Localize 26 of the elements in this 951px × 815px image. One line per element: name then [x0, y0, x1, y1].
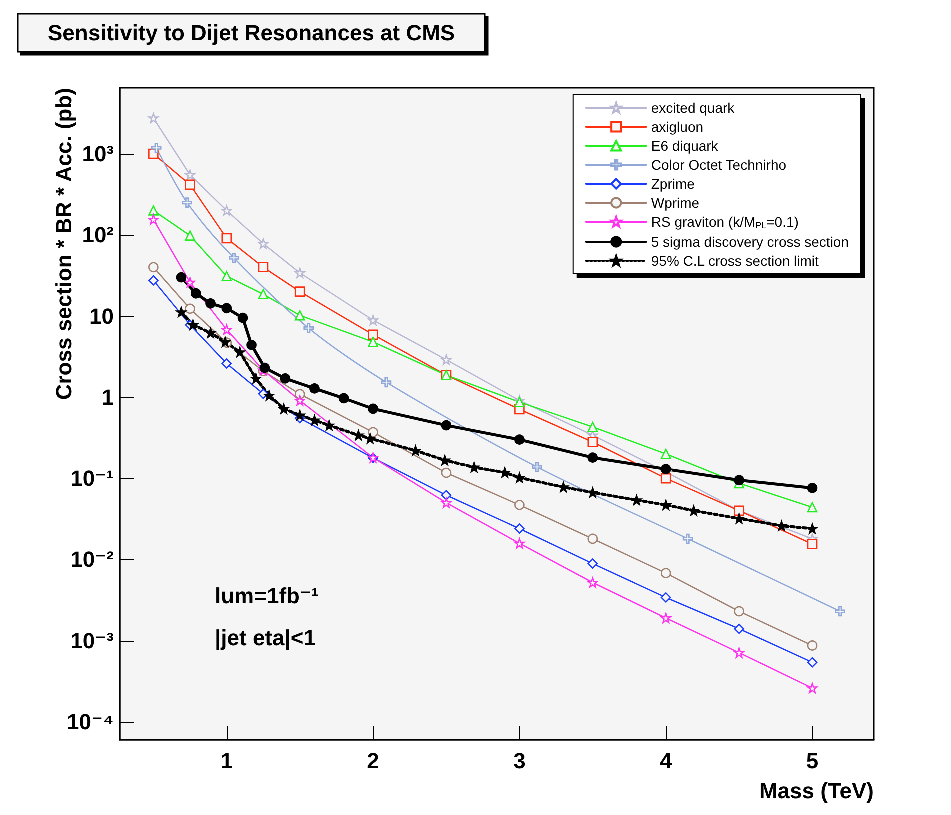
y-tick-label: 1 [102, 384, 114, 410]
legend-label: Color Octet Technirho [651, 157, 787, 173]
y-tick-label: 10⁻¹ [70, 466, 114, 492]
annotation: lum=1fb⁻¹ [215, 584, 319, 608]
y-tick-label: 10² [82, 222, 114, 248]
legend-label: excited quark [651, 100, 736, 116]
x-tick-label: 2 [367, 748, 380, 774]
legend-label: Wprime [651, 195, 700, 211]
x-axis-title: Mass (TeV) [759, 778, 874, 804]
y-tick-label: 10⁻⁴ [67, 710, 114, 734]
x-tick-label: 1 [220, 748, 234, 774]
x-tick-label: 4 [660, 748, 673, 774]
legend-label: Zprime [651, 176, 696, 192]
legend-label: 5 sigma discovery cross section [651, 234, 850, 250]
y-axis-title: Cross section * BR * Acc. (pb) [52, 88, 76, 400]
x-tick-label: 3 [514, 748, 526, 774]
legend-label: E6 diquark [651, 138, 720, 154]
y-tick-label: 10 [90, 304, 114, 329]
legend-label: axigluon [651, 119, 704, 135]
y-tick-label: 10⁻³ [70, 628, 114, 654]
x-tick-label: 5 [806, 748, 819, 774]
y-tick-label: 10³ [82, 141, 114, 166]
y-tick-label: 10⁻² [70, 547, 114, 572]
annotation: |jet eta|<1 [215, 626, 316, 650]
chart-title: Sensitivity to Dijet Resonances at CMS [48, 20, 456, 46]
legend-label: 95% C.L cross section limit [651, 253, 820, 269]
